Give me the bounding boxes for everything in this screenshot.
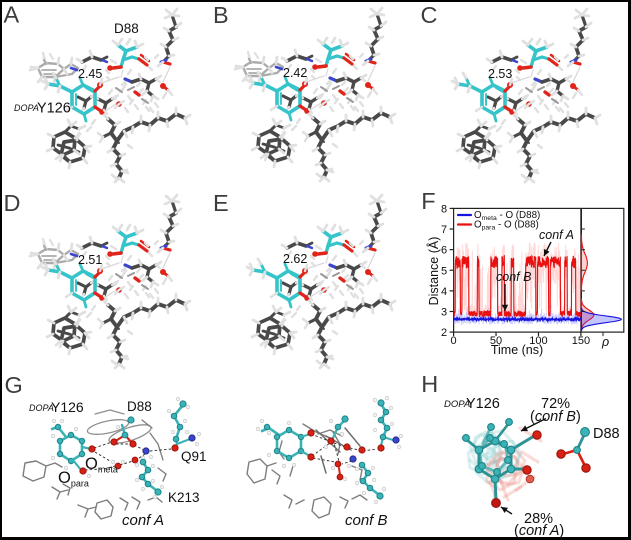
- svg-text:8: 8: [441, 203, 447, 215]
- svg-text:150: 150: [572, 335, 590, 347]
- svg-text:D88: D88: [114, 21, 139, 36]
- svg-text:DOPA: DOPA: [14, 103, 39, 113]
- svg-text:2: 2: [441, 327, 447, 339]
- svg-text:conf B: conf B: [496, 270, 531, 284]
- svg-text:D: D: [4, 190, 21, 216]
- svg-text:conf B: conf B: [345, 512, 388, 529]
- svg-text:2.62: 2.62: [283, 252, 307, 266]
- svg-text:Y126: Y126: [466, 396, 500, 412]
- svg-text:B: B: [213, 2, 229, 28]
- svg-text:Q91: Q91: [181, 449, 207, 464]
- svg-text:conf A: conf A: [122, 512, 164, 529]
- svg-text:5: 5: [441, 265, 447, 277]
- svg-text:H: H: [421, 371, 438, 397]
- svg-text:50: 50: [490, 335, 502, 347]
- svg-text:K213: K213: [168, 490, 200, 505]
- svg-text:2.45: 2.45: [78, 67, 102, 81]
- svg-text:DOPA: DOPA: [444, 399, 470, 410]
- svg-text:72%: 72%: [541, 396, 570, 412]
- svg-text:100: 100: [529, 335, 547, 347]
- svg-text:ρ: ρ: [601, 335, 609, 349]
- svg-text:C: C: [421, 2, 438, 28]
- svg-text:conf A: conf A: [539, 228, 574, 242]
- svg-text:D88: D88: [593, 426, 620, 442]
- svg-text:3: 3: [441, 306, 447, 318]
- svg-text:(conf B): (conf B): [530, 409, 581, 425]
- svg-text:E: E: [213, 190, 229, 216]
- svg-text:G: G: [5, 372, 23, 398]
- svg-text:2.53: 2.53: [488, 67, 512, 81]
- svg-text:Y126: Y126: [51, 399, 84, 415]
- svg-text:A: A: [4, 2, 20, 28]
- svg-text:DOPA: DOPA: [29, 403, 54, 413]
- svg-text:Distance (Å): Distance (Å): [426, 237, 441, 306]
- svg-text:(conf A): (conf A): [514, 523, 564, 539]
- svg-text:28%: 28%: [524, 511, 553, 527]
- svg-text:0: 0: [451, 335, 457, 347]
- svg-text:7: 7: [441, 224, 447, 236]
- svg-text:2.42: 2.42: [283, 66, 307, 80]
- svg-text:Time (ns): Time (ns): [491, 343, 543, 357]
- svg-text:2.51: 2.51: [78, 253, 102, 267]
- svg-text:4: 4: [441, 286, 447, 298]
- svg-text:6: 6: [441, 245, 447, 257]
- svg-text:F: F: [421, 188, 435, 214]
- svg-text:Y126: Y126: [37, 101, 71, 117]
- svg-text:D88: D88: [127, 399, 152, 414]
